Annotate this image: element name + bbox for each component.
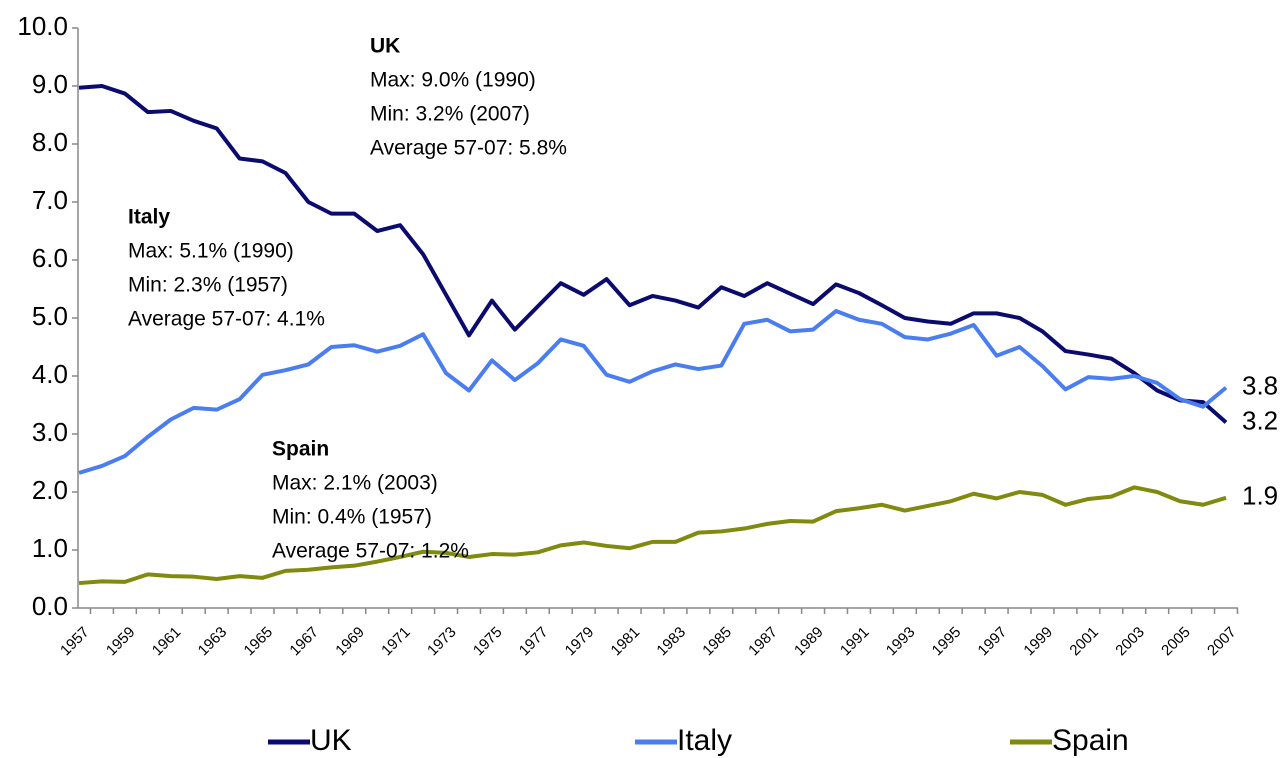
- x-tick-label: 2003: [1112, 624, 1148, 660]
- y-tick-label: 4.0: [32, 359, 68, 389]
- x-tick-label: 2001: [1066, 624, 1102, 660]
- annotation: Max: 5.1% (1990): [128, 240, 294, 263]
- end-label: 3.2: [1242, 405, 1278, 435]
- x-tick-label: 1959: [103, 624, 139, 660]
- annotation: Average 57-07: 5.8%: [370, 137, 567, 160]
- y-tick-label: 2.0: [32, 475, 68, 505]
- annotation: Spain: [272, 438, 329, 461]
- x-tick-label: 1981: [608, 624, 644, 660]
- y-tick-label: 5.0: [32, 301, 68, 331]
- x-tick-label: 1989: [791, 624, 827, 660]
- x-tick-label: 1967: [286, 624, 322, 660]
- series-line: [78, 485, 1227, 586]
- legend-label: Italy: [677, 724, 732, 757]
- x-tick-label: 1965: [241, 624, 277, 660]
- x-tick-label: 2007: [1204, 624, 1240, 660]
- x-tick-label: 2005: [1158, 624, 1194, 660]
- y-tick-label: 10.0: [17, 11, 68, 41]
- x-tick-label: 1985: [699, 624, 735, 660]
- x-tick-label: 1997: [975, 624, 1011, 660]
- y-tick-label: 1.0: [32, 533, 68, 563]
- y-tick-label: 6.0: [32, 243, 68, 273]
- x-tick-label: 1969: [332, 624, 368, 660]
- end-label: 3.8: [1242, 370, 1278, 400]
- annotation: UK: [370, 35, 400, 58]
- x-tick-label: 1979: [562, 624, 598, 660]
- x-tick-label: 1975: [470, 624, 506, 660]
- legend-label: Spain: [1052, 724, 1129, 757]
- x-tick-label: 1973: [424, 624, 460, 660]
- x-tick-label: 1991: [837, 624, 873, 660]
- x-tick-label: 1977: [516, 624, 552, 660]
- end-label: 1.9: [1242, 481, 1278, 511]
- y-tick-label: 9.0: [32, 69, 68, 99]
- annotation: Min: 2.3% (1957): [128, 274, 288, 297]
- x-tick-label: 1987: [745, 624, 781, 660]
- x-tick-label: 1993: [883, 624, 919, 660]
- x-tick-label: 1999: [1020, 624, 1056, 660]
- x-tick-label: 1961: [149, 624, 185, 660]
- y-tick-label: 8.0: [32, 127, 68, 157]
- annotation: Min: 0.4% (1957): [272, 506, 432, 529]
- annotation: Max: 9.0% (1990): [370, 69, 536, 92]
- y-tick-label: 7.0: [32, 185, 68, 215]
- x-tick-label: 1957: [57, 624, 93, 660]
- series-line: [78, 84, 1228, 424]
- x-tick-label: 1963: [195, 624, 231, 660]
- legend-label: UK: [310, 724, 352, 757]
- annotation: Italy: [128, 206, 170, 229]
- x-tick-label: 1995: [929, 624, 965, 660]
- x-tick-label: 1983: [653, 624, 689, 660]
- annotation: Max: 2.1% (2003): [272, 472, 438, 495]
- annotation: Average 57-07: 4.1%: [128, 308, 325, 331]
- x-tick-label: 1971: [378, 624, 414, 660]
- annotation: Average 57-07: 1.2%: [272, 540, 469, 563]
- annotation: Min: 3.2% (2007): [370, 103, 530, 126]
- y-tick-label: 3.0: [32, 417, 68, 447]
- y-tick-label: 0.0: [32, 591, 68, 621]
- series-line: [78, 309, 1228, 475]
